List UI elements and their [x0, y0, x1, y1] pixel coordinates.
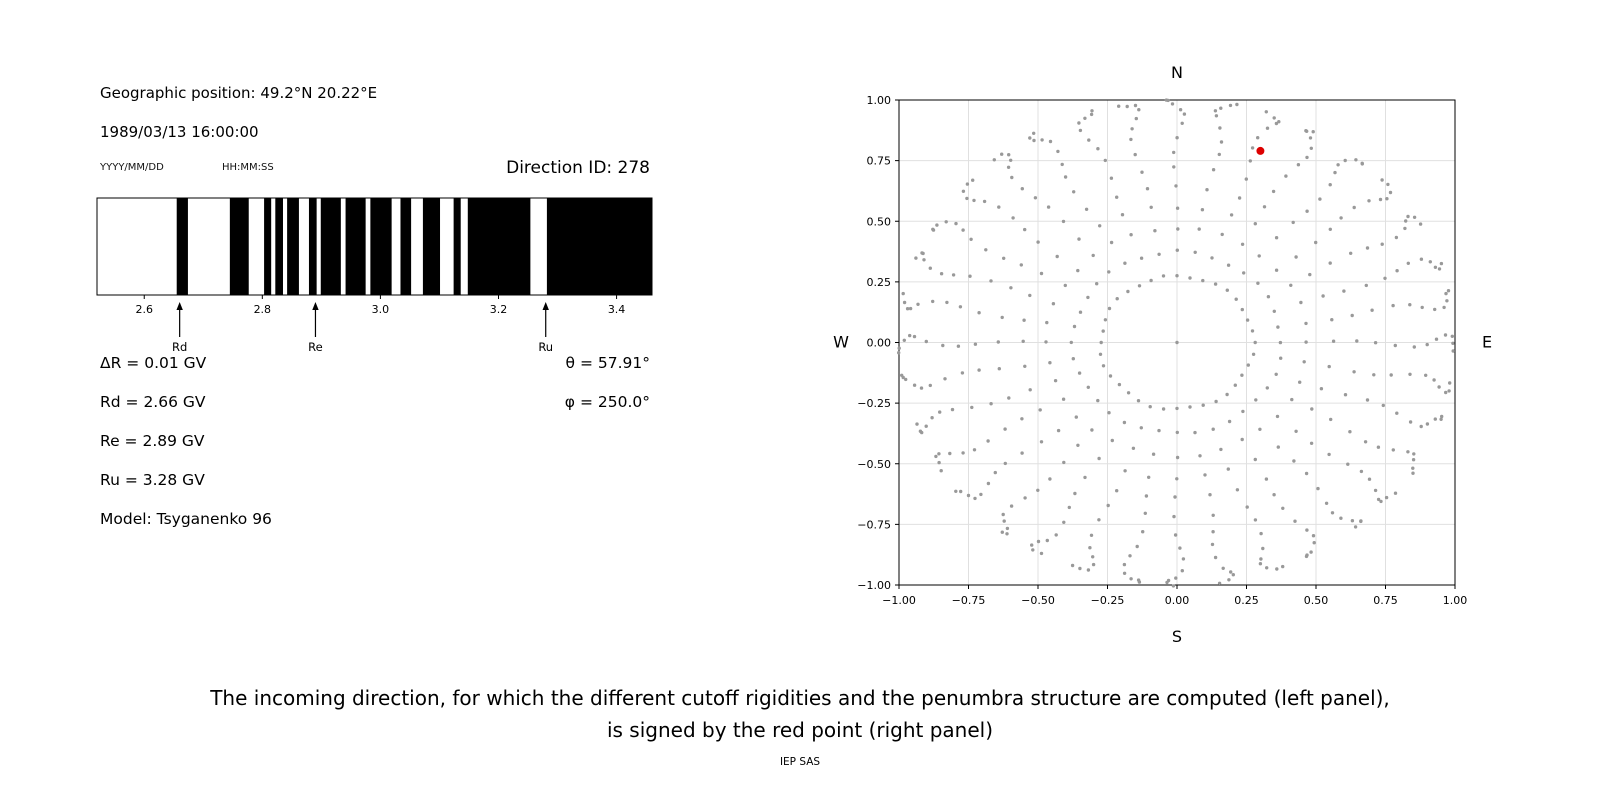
svg-text:−0.25: −0.25: [857, 397, 891, 410]
svg-text:−1.00: −1.00: [882, 594, 916, 607]
svg-text:0.50: 0.50: [867, 215, 892, 228]
svg-text:Rd: Rd: [172, 340, 187, 354]
model-text: Model: Tsyganenko 96: [100, 510, 272, 528]
penumbra-x-ticks: 2.6 2.8 3.0 3.2 3.4: [135, 295, 625, 316]
direction-map-chart: −1.00 −0.75 −0.50 −0.25 0.00 0.25 0.50 0.75 1.00…: [833, 63, 1492, 646]
svg-text:−0.75: −0.75: [952, 594, 986, 607]
svg-text:0.25: 0.25: [1234, 594, 1259, 607]
svg-text:0.00: 0.00: [867, 337, 892, 350]
delta-r-text: ΔR = 0.01 GV: [100, 354, 207, 372]
selected-direction-dot: [1256, 146, 1265, 155]
penumbra-frame: [96, 197, 653, 296]
compass-labels: N S W E: [833, 63, 1492, 646]
datetime-text: 1989/03/13 16:00:00: [100, 123, 259, 141]
rd-text: Rd = 2.66 GV: [100, 393, 206, 411]
svg-text:1.00: 1.00: [867, 94, 892, 107]
svg-text:3.4: 3.4: [608, 303, 626, 316]
svg-text:N: N: [1171, 63, 1183, 82]
penumbra-cutoff-markers: Rd Re Ru: [172, 302, 553, 354]
svg-text:Re: Re: [308, 340, 323, 354]
penumbra-bands: [176, 198, 652, 295]
svg-text:0.50: 0.50: [1304, 594, 1329, 607]
svg-text:0.75: 0.75: [1373, 594, 1398, 607]
caption-line-1: The incoming direction, for which the di…: [210, 686, 1390, 710]
svg-text:3.0: 3.0: [372, 303, 390, 316]
phi-text: φ = 250.0°: [564, 393, 650, 411]
svg-text:0.25: 0.25: [867, 276, 892, 289]
svg-text:−0.50: −0.50: [857, 458, 891, 471]
svg-text:E: E: [1482, 333, 1492, 352]
svg-text:−0.75: −0.75: [857, 518, 891, 531]
svg-text:Ru: Ru: [538, 340, 553, 354]
svg-text:S: S: [1172, 627, 1182, 646]
scatter-ticks: −1.00 −0.75 −0.50 −0.25 0.00 0.25 0.50 0.75 1.00…: [857, 94, 1467, 607]
theta-text: θ = 57.91°: [565, 354, 650, 372]
direction-id-text: Direction ID: 278: [506, 158, 650, 178]
svg-text:2.8: 2.8: [254, 303, 272, 316]
svg-text:3.2: 3.2: [490, 303, 508, 316]
credit-text: IEP SAS: [779, 756, 821, 768]
geographic-position-text: Geographic position: 49.2°N 20.22°E: [100, 84, 378, 102]
svg-text:W: W: [833, 333, 849, 352]
re-text: Re = 2.89 GV: [100, 432, 205, 450]
svg-text:0.75: 0.75: [867, 155, 892, 168]
svg-text:2.6: 2.6: [135, 303, 153, 316]
svg-text:1.00: 1.00: [1443, 594, 1468, 607]
svg-text:−0.50: −0.50: [1021, 594, 1055, 607]
caption-line-2: is signed by the red point (right panel): [606, 718, 994, 742]
svg-text:0.00: 0.00: [1165, 594, 1190, 607]
date-format-label: YYYY/MM/DD: [100, 162, 164, 173]
svg-text:−0.25: −0.25: [1091, 594, 1125, 607]
time-format-label: HH:MM:SS: [222, 162, 274, 173]
penumbra-chart: 2.6 2.8 3.0 3.2 3.4 Rd Re Ru: [96, 197, 653, 354]
direction-dots: [897, 98, 1455, 588]
svg-text:−1.00: −1.00: [857, 579, 891, 592]
ru-text: Ru = 3.28 GV: [100, 471, 205, 489]
